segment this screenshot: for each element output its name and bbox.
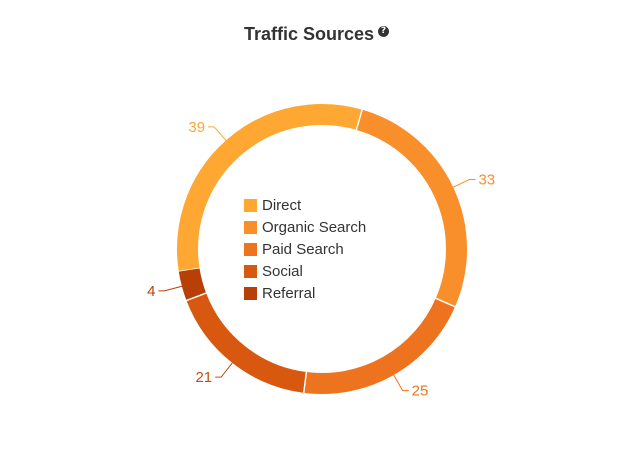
segment-separator xyxy=(302,371,308,394)
legend-label: Organic Search xyxy=(262,219,366,236)
legend-swatch xyxy=(244,221,257,234)
legend-swatch xyxy=(244,199,257,212)
legend-label: Paid Search xyxy=(262,241,344,258)
chart-title: Traffic Sources xyxy=(243,24,375,44)
question-circle-icon[interactable]: ? xyxy=(378,25,390,37)
data-label-organic-search: 33 xyxy=(478,172,495,189)
donut-segment-organic-search[interactable] xyxy=(356,109,467,307)
segment-separator xyxy=(185,292,207,302)
legend: Direct Organic Search Paid Search Social Ref… xyxy=(244,197,366,302)
data-label-direct: 39 xyxy=(188,119,205,136)
leader-line-paid-search xyxy=(393,374,409,392)
data-label-referral: 4 xyxy=(147,283,155,300)
legend-item-social[interactable]: Social xyxy=(244,263,303,280)
leader-line-social xyxy=(215,362,233,378)
legend-swatch xyxy=(244,287,257,300)
donut-segment-social[interactable] xyxy=(186,292,307,393)
donut-segments xyxy=(177,104,467,394)
segment-separator xyxy=(435,297,456,308)
legend-label: Direct xyxy=(262,197,302,214)
donut-segment-referral[interactable] xyxy=(178,268,207,301)
segment-separator xyxy=(355,108,364,131)
donut-segment-direct[interactable] xyxy=(177,104,363,272)
legend-swatch xyxy=(244,265,257,278)
data-label-paid-search: 25 xyxy=(412,383,429,400)
data-labels: 39 33 25 21 4 xyxy=(147,119,495,400)
legend-label: Social xyxy=(262,263,303,280)
leader-line-direct xyxy=(208,126,227,141)
legend-label: Referral xyxy=(262,285,315,302)
legend-item-paid-search[interactable]: Paid Search xyxy=(244,241,344,258)
data-label-social: 21 xyxy=(195,369,212,386)
legend-item-organic-search[interactable]: Organic Search xyxy=(244,219,366,236)
leader-line-referral xyxy=(158,285,183,292)
legend-swatch xyxy=(244,243,257,256)
legend-item-referral[interactable]: Referral xyxy=(244,285,315,302)
legend-item-direct[interactable]: Direct xyxy=(244,197,302,214)
donut-segment-paid-search[interactable] xyxy=(303,298,456,394)
chart-header: Traffic Sources? xyxy=(0,24,633,45)
leader-line-organic-search xyxy=(452,179,476,188)
